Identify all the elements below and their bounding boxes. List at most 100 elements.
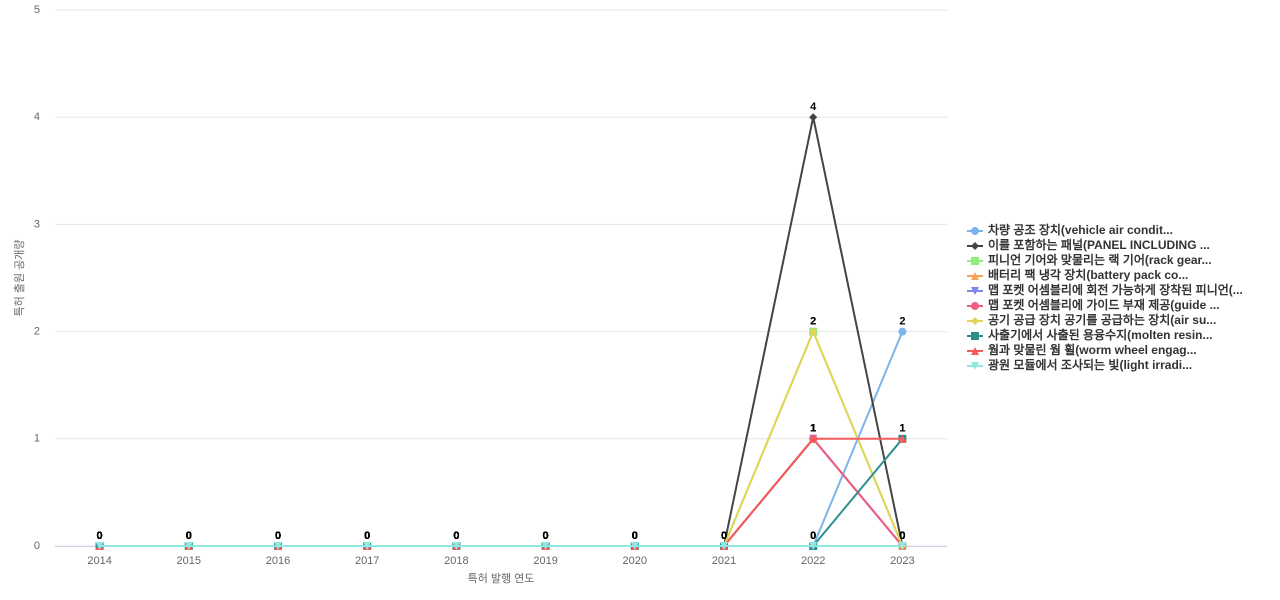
data-label: 0 bbox=[453, 530, 459, 542]
marker bbox=[898, 327, 907, 336]
series-line bbox=[99, 437, 904, 547]
y-tick-label: 3 bbox=[34, 218, 40, 230]
data-label: 0 bbox=[186, 530, 192, 542]
data-label: 0 bbox=[97, 530, 103, 542]
x-tick-label: 2015 bbox=[177, 555, 201, 567]
marker bbox=[809, 434, 818, 443]
data-label: 0 bbox=[543, 530, 549, 542]
marker bbox=[720, 542, 728, 550]
x-tick-label: 2023 bbox=[890, 555, 914, 567]
data-label: 0 bbox=[186, 530, 192, 542]
legend-label: 차량 공조 장치(vehicle air condit... bbox=[988, 222, 1173, 237]
data-label: 0 bbox=[453, 530, 459, 542]
series bbox=[95, 434, 907, 550]
data-label: 0 bbox=[543, 530, 549, 542]
y-tick-label: 1 bbox=[34, 433, 40, 445]
legend-label: 공기 공급 장치 공기를 공급하는 장치(air su... bbox=[988, 312, 1216, 327]
series-line bbox=[99, 437, 903, 547]
data-label: 0 bbox=[721, 530, 727, 542]
data-label: 0 bbox=[899, 530, 905, 542]
data-label: 0 bbox=[275, 530, 281, 542]
data-label: 0 bbox=[543, 530, 549, 542]
marker bbox=[898, 542, 907, 550]
data-label: 0 bbox=[721, 530, 727, 542]
data-label: 0 bbox=[275, 530, 281, 542]
x-tick-label: 2021 bbox=[712, 555, 736, 567]
data-label: 0 bbox=[186, 530, 192, 542]
data-label: 0 bbox=[97, 530, 103, 542]
data-label: 0 bbox=[899, 530, 905, 542]
data-label: 0 bbox=[453, 530, 459, 542]
data-label: 0 bbox=[810, 530, 816, 542]
marker bbox=[809, 113, 818, 122]
y-tick-label: 5 bbox=[34, 4, 40, 16]
data-label: 0 bbox=[632, 530, 638, 542]
data-label: 1 bbox=[810, 423, 816, 435]
legend-label: 사출기에서 사출된 용융수지(molten resin... bbox=[988, 327, 1213, 342]
data-label: 0 bbox=[721, 530, 727, 542]
data-label: 0 bbox=[899, 530, 905, 542]
data-label: 0 bbox=[364, 530, 370, 542]
data-label: 0 bbox=[453, 530, 459, 542]
data-label: 0 bbox=[97, 530, 103, 542]
data-label: 0 bbox=[810, 530, 816, 542]
marker bbox=[971, 317, 979, 325]
marker bbox=[184, 542, 193, 550]
data-label: 0 bbox=[453, 530, 459, 542]
data-label: 1 bbox=[810, 423, 816, 435]
data-label: 0 bbox=[186, 530, 192, 542]
legend-label: 이를 포함하는 패널(PANEL INCLUDING ... bbox=[988, 237, 1210, 252]
data-label: 0 bbox=[364, 530, 370, 542]
marker bbox=[363, 542, 372, 550]
marker bbox=[541, 542, 550, 550]
data-label: 0 bbox=[275, 530, 281, 542]
data-label: 2 bbox=[810, 316, 816, 328]
data-label: 0 bbox=[453, 530, 459, 542]
data-label: 0 bbox=[543, 530, 549, 542]
data-label: 0 bbox=[97, 530, 103, 542]
data-label: 0 bbox=[721, 530, 727, 542]
marker bbox=[971, 227, 979, 235]
data-label: 0 bbox=[632, 530, 638, 542]
data-label: 0 bbox=[364, 530, 370, 542]
data-label: 0 bbox=[632, 530, 638, 542]
data-label: 0 bbox=[632, 530, 638, 542]
data-label: 0 bbox=[543, 530, 549, 542]
data-label: 0 bbox=[632, 530, 638, 542]
legend-label: 웜과 맞물린 웜 휠(worm wheel engag... bbox=[988, 342, 1197, 357]
marker bbox=[971, 347, 979, 355]
data-label: 0 bbox=[810, 530, 816, 542]
data-label: 0 bbox=[899, 530, 905, 542]
data-label: 0 bbox=[543, 530, 549, 542]
y-tick-label: 4 bbox=[34, 111, 40, 123]
series-line bbox=[99, 438, 904, 547]
data-label: 0 bbox=[97, 530, 103, 542]
data-label: 0 bbox=[632, 530, 638, 542]
series bbox=[95, 434, 907, 550]
x-tick-label: 2016 bbox=[266, 555, 290, 567]
data-label: 0 bbox=[543, 530, 549, 542]
data-label: 0 bbox=[275, 530, 281, 542]
data-label: 0 bbox=[364, 530, 370, 542]
data-label: 0 bbox=[453, 530, 459, 542]
x-tick-label: 2018 bbox=[444, 555, 468, 567]
y-axis-title: 특허 출원 공개량 bbox=[13, 240, 26, 317]
data-label: 1 bbox=[899, 423, 905, 435]
data-label: 0 bbox=[543, 530, 549, 542]
data-label: 1 bbox=[899, 423, 905, 435]
marker bbox=[971, 257, 979, 265]
data-label: 0 bbox=[899, 530, 905, 542]
y-tick-label: 2 bbox=[34, 326, 40, 338]
legend-label: 맵 포켓 어셈블리에 회전 가능하게 장착된 피니언(... bbox=[988, 282, 1243, 297]
series-line bbox=[99, 437, 904, 547]
data-label: 0 bbox=[899, 530, 905, 542]
data-label: 0 bbox=[97, 530, 103, 542]
data-label: 1 bbox=[810, 423, 816, 435]
data-label: 2 bbox=[899, 316, 905, 328]
marker bbox=[971, 302, 979, 310]
data-label: 0 bbox=[275, 530, 281, 542]
data-label: 0 bbox=[364, 530, 370, 542]
x-axis-title: 특허 발행 연도 bbox=[468, 572, 535, 585]
data-label: 0 bbox=[364, 530, 370, 542]
marker bbox=[898, 434, 907, 443]
